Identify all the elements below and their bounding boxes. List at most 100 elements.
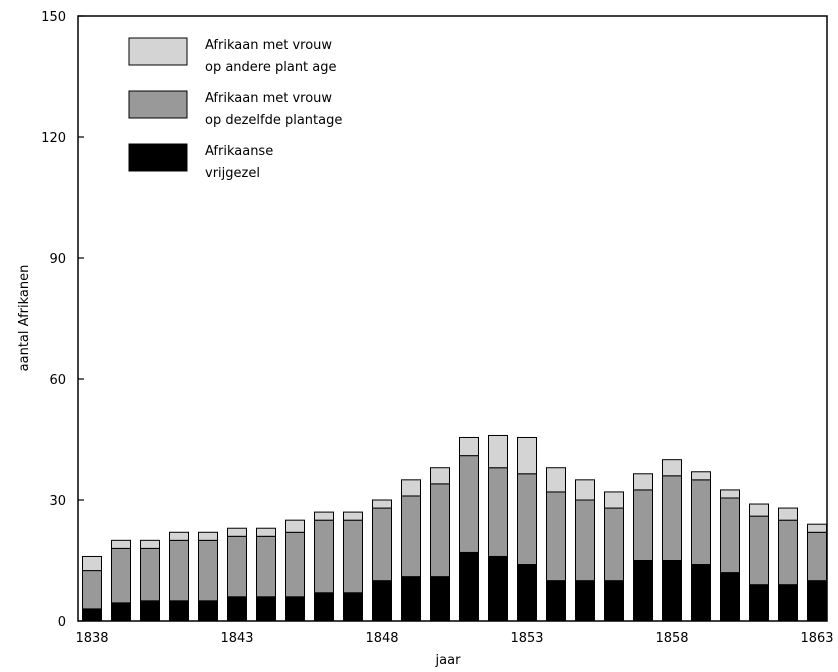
bar-segment [314, 511, 334, 521]
y-tick-label: 150 [41, 10, 66, 25]
bar-segment [169, 539, 189, 602]
bar-segment [749, 515, 769, 586]
bar-segment [314, 592, 334, 622]
bar-segment [691, 471, 711, 481]
bar-segment [430, 483, 450, 578]
bar-segment [546, 491, 566, 582]
bar-segment [749, 584, 769, 622]
bar-segment [720, 497, 740, 574]
bar-segment [401, 495, 421, 578]
bar-segment [401, 576, 421, 622]
bar-segment [807, 531, 827, 582]
bar-segment [372, 580, 392, 622]
y-tick-label: 90 [49, 252, 66, 267]
bar-segment [82, 570, 102, 610]
bar-segment [111, 539, 131, 549]
bar-segment [256, 535, 276, 598]
legend-label: vrijgezel [205, 166, 260, 181]
bar-segment [430, 576, 450, 622]
bar-segment [720, 489, 740, 499]
bar-segment [662, 459, 682, 477]
bar-segment [546, 580, 566, 622]
y-axis-title: aantal Afrikanen [17, 265, 32, 372]
bar-segment [430, 467, 450, 485]
x-tick-label: 1848 [365, 631, 398, 646]
bar-segment [140, 547, 160, 602]
x-tick-label: 1863 [800, 631, 833, 646]
bar-segment [343, 511, 363, 521]
y-tick-label: 30 [49, 494, 66, 509]
bar-segment [140, 539, 160, 549]
bar-segment [285, 596, 305, 622]
bar-segment [575, 479, 595, 501]
x-tick-label: 1838 [75, 631, 108, 646]
bar-segment [778, 519, 798, 586]
legend-label: Afrikaan met vrouw [205, 91, 332, 106]
y-tick-label: 120 [41, 131, 66, 146]
legend: Afrikaan met vrouw op andere plant age Afr… [128, 37, 342, 181]
bar-segment [807, 523, 827, 533]
bar-segment [82, 555, 102, 572]
bar-segment [488, 467, 508, 557]
bar-segment [285, 531, 305, 598]
bar-segment [662, 475, 682, 561]
bar-segment [140, 600, 160, 622]
bar-segment [517, 473, 537, 566]
bar-segment [169, 531, 189, 541]
bar-segment [517, 436, 537, 475]
bar-segment [459, 551, 479, 622]
bar-segment [459, 455, 479, 553]
legend-label: op andere plant age [205, 60, 337, 75]
bar-segment [691, 479, 711, 566]
x-axis-title: jaar [435, 653, 462, 668]
bar-segment [575, 499, 595, 582]
bar-segment [604, 580, 624, 622]
bar-segment [633, 473, 653, 491]
bar-segment [285, 519, 305, 533]
bar-segment [778, 507, 798, 521]
bar-segment [488, 434, 508, 469]
bar-segment [256, 596, 276, 622]
bar-segment [227, 527, 247, 537]
x-tick-label: 1858 [655, 631, 688, 646]
bar-segment [807, 580, 827, 622]
bar-segment [546, 467, 566, 493]
bar-segment [633, 489, 653, 562]
bar-segment [372, 499, 392, 509]
bar-segment [256, 527, 276, 537]
bar-segment [575, 580, 595, 622]
bar-segment [691, 564, 711, 622]
bar-segment [488, 555, 508, 622]
bar-segment [198, 531, 218, 541]
bar-segment [111, 602, 131, 622]
bar-segment [662, 560, 682, 622]
bar-segment [111, 547, 131, 604]
bar-segment [169, 600, 189, 622]
y-tick-label: 0 [58, 615, 66, 630]
bar-segment [749, 503, 769, 517]
x-tick-label: 1853 [510, 631, 543, 646]
bar-segment [198, 539, 218, 602]
y-tick-label: 60 [49, 373, 66, 388]
bar-segment [604, 507, 624, 582]
legend-swatch [128, 90, 188, 119]
y-axis: 0 30 60 90 120 150 [41, 10, 84, 630]
bar-segment [198, 600, 218, 622]
legend-swatch [128, 37, 188, 66]
plot-frame [77, 15, 828, 622]
bar-segment [314, 519, 334, 594]
bar-segment [343, 519, 363, 594]
legend-label: Afrikaan met vrouw [205, 38, 332, 53]
bar-segment [720, 572, 740, 622]
bar-segment [227, 535, 247, 598]
bar-segment [517, 564, 537, 622]
bar-segment [401, 479, 421, 497]
bar-segment [343, 592, 363, 622]
bars-layer [82, 434, 827, 622]
x-axis: 1838 1843 1848 1853 1858 1863 [75, 615, 834, 646]
legend-label: Afrikaanse [205, 144, 273, 159]
legend-label: op dezelfde plantage [205, 113, 342, 128]
x-tick-label: 1843 [220, 631, 253, 646]
bar-segment [778, 584, 798, 622]
